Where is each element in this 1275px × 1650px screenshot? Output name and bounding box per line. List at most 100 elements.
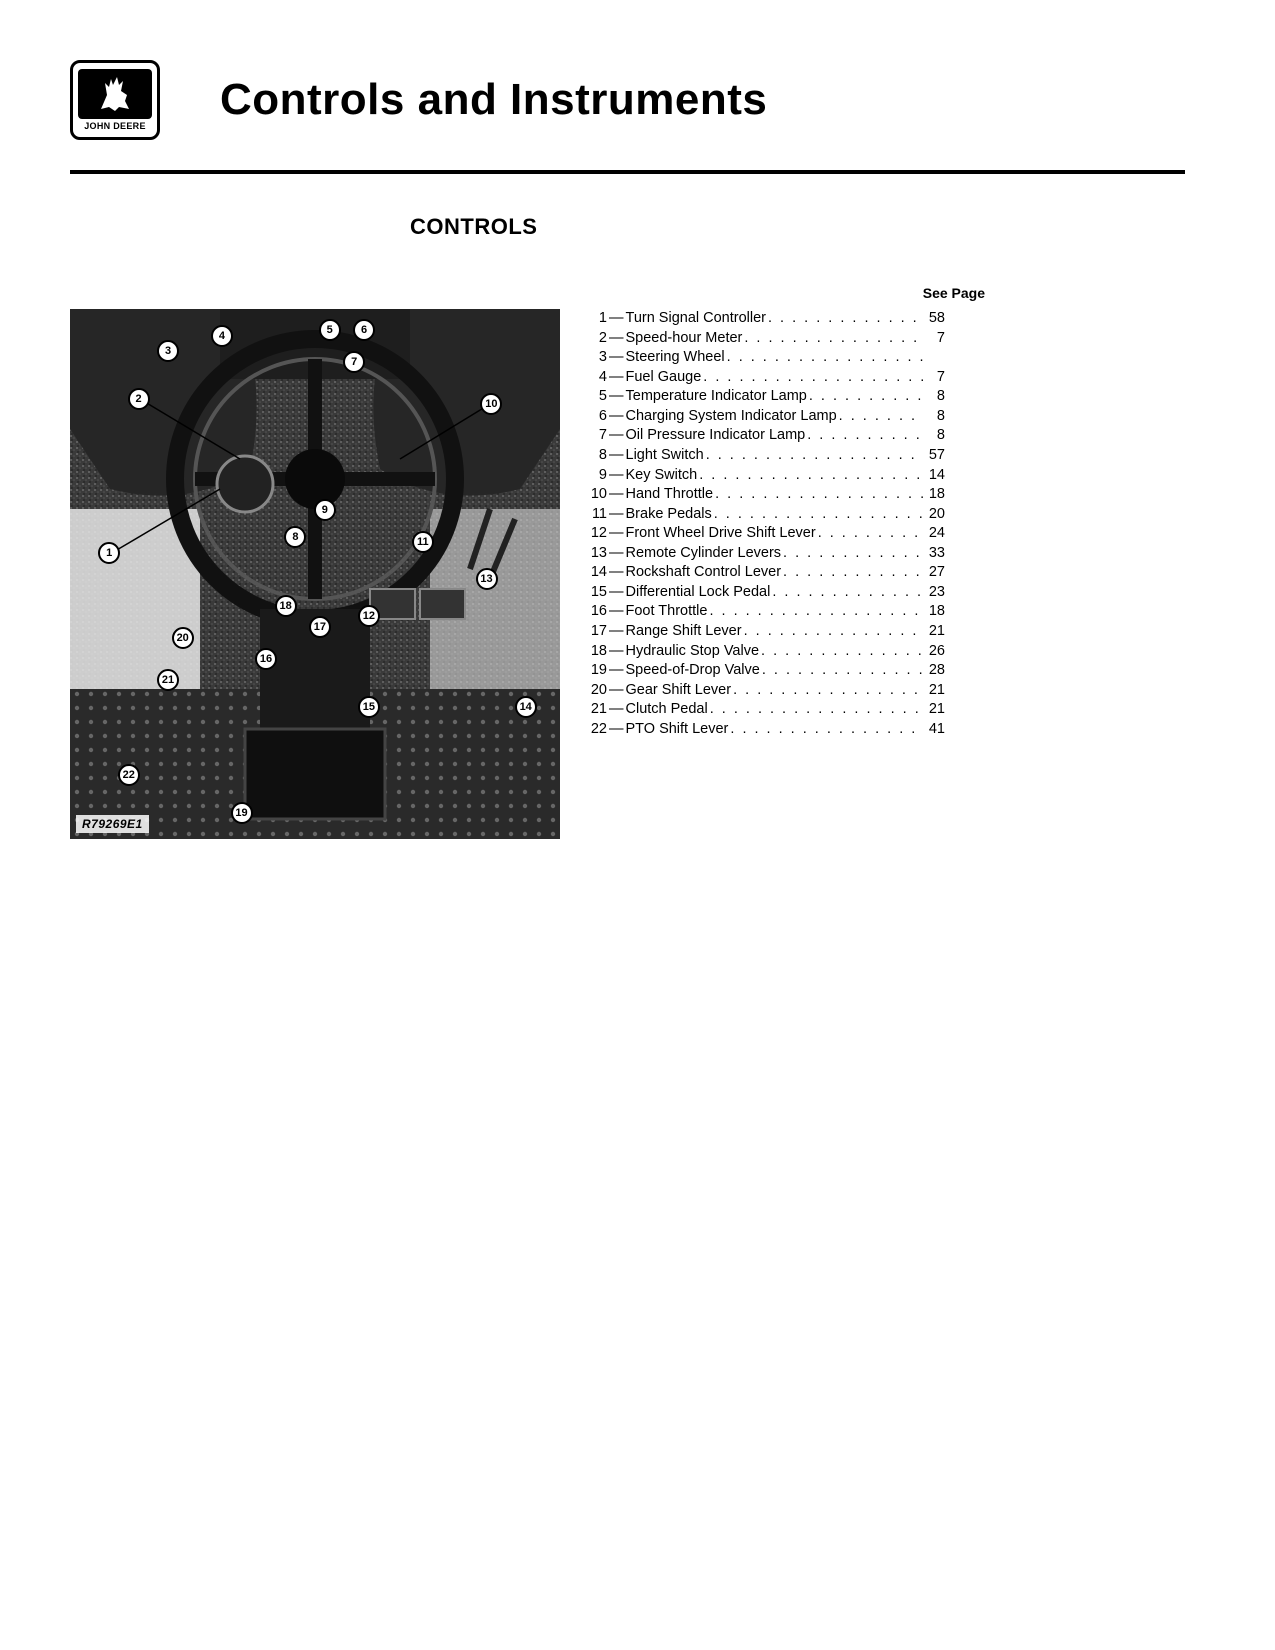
legend-label: Speed-of-Drop Valve bbox=[626, 661, 760, 681]
legend-row: 9—Key Switch. . . . . . . . . . . . . . … bbox=[585, 466, 945, 486]
legend-page: 21 bbox=[925, 700, 945, 720]
legend-label: PTO Shift Lever bbox=[626, 720, 729, 740]
legend-dots: . . . . . . . . . . . . . . . . . . . . … bbox=[706, 446, 923, 466]
legend-dash: — bbox=[609, 524, 624, 544]
controls-legend: 1—Turn Signal Controller. . . . . . . . … bbox=[585, 309, 945, 739]
legend-dots: . . . . . . . . . . . . . . . . . . . . … bbox=[714, 505, 923, 525]
brand-logo: JOHN DEERE bbox=[70, 60, 160, 140]
callout-11: 11 bbox=[412, 531, 434, 553]
legend-dots: . . . . . . . . . . . . . . . . . . . . … bbox=[809, 387, 923, 407]
legend-num: 12 bbox=[585, 524, 607, 544]
legend-dash: — bbox=[609, 309, 624, 329]
legend-page: 14 bbox=[925, 466, 945, 486]
callout-19: 19 bbox=[231, 802, 253, 824]
legend-dash: — bbox=[609, 387, 624, 407]
legend-page: 7 bbox=[925, 368, 945, 388]
legend-dash: — bbox=[609, 622, 624, 642]
callout-4: 4 bbox=[211, 325, 233, 347]
legend-label: Hydraulic Stop Valve bbox=[626, 642, 760, 662]
legend-label: Differential Lock Pedal bbox=[626, 583, 771, 603]
legend-dots: . . . . . . . . . . . . . . . . . . . . … bbox=[744, 622, 923, 642]
legend-row: 15—Differential Lock Pedal. . . . . . . … bbox=[585, 583, 945, 603]
callout-2: 2 bbox=[128, 388, 150, 410]
brand-logo-text: JOHN DEERE bbox=[84, 121, 146, 131]
legend-num: 15 bbox=[585, 583, 607, 603]
legend-dots: . . . . . . . . . . . . . . . . . . . . … bbox=[839, 407, 923, 427]
legend-dots: . . . . . . . . . . . . . . . . . . . . … bbox=[727, 348, 923, 368]
legend-row: 3—Steering Wheel. . . . . . . . . . . . … bbox=[585, 348, 945, 368]
legend-num: 17 bbox=[585, 622, 607, 642]
callout-8: 8 bbox=[284, 526, 306, 548]
callout-6: 6 bbox=[353, 319, 375, 341]
legend-label: Turn Signal Controller bbox=[626, 309, 767, 329]
legend-row: 18—Hydraulic Stop Valve. . . . . . . . .… bbox=[585, 642, 945, 662]
legend-row: 4—Fuel Gauge. . . . . . . . . . . . . . … bbox=[585, 368, 945, 388]
legend-row: 21—Clutch Pedal. . . . . . . . . . . . .… bbox=[585, 700, 945, 720]
legend-label: Front Wheel Drive Shift Lever bbox=[626, 524, 816, 544]
legend-page: 33 bbox=[925, 544, 945, 564]
legend-dots: . . . . . . . . . . . . . . . . . . . . … bbox=[703, 368, 923, 388]
legend-dots: . . . . . . . . . . . . . . . . . . . . … bbox=[710, 700, 923, 720]
legend-page: 57 bbox=[925, 446, 945, 466]
figure-id: R79269E1 bbox=[76, 815, 149, 833]
legend-dots: . . . . . . . . . . . . . . . . . . . . … bbox=[733, 681, 923, 701]
legend-num: 1 bbox=[585, 309, 607, 329]
legend-label: Temperature Indicator Lamp bbox=[626, 387, 807, 407]
legend-dash: — bbox=[609, 642, 624, 662]
callout-16: 16 bbox=[255, 648, 277, 670]
legend-page: 27 bbox=[925, 563, 945, 583]
see-page-label: See Page bbox=[70, 285, 1185, 301]
legend-dash: — bbox=[609, 505, 624, 525]
legend-label: Light Switch bbox=[626, 446, 704, 466]
legend-page: 18 bbox=[925, 485, 945, 505]
legend-page: 58 bbox=[925, 309, 945, 329]
legend-dots: . . . . . . . . . . . . . . . . . . . . … bbox=[699, 466, 923, 486]
legend-num: 22 bbox=[585, 720, 607, 740]
legend-label: Fuel Gauge bbox=[626, 368, 702, 388]
legend-row: 22—PTO Shift Lever. . . . . . . . . . . … bbox=[585, 720, 945, 740]
legend-page: 21 bbox=[925, 622, 945, 642]
legend-dash: — bbox=[609, 563, 624, 583]
legend-dash: — bbox=[609, 329, 624, 349]
legend-page: 20 bbox=[925, 505, 945, 525]
legend-label: Range Shift Lever bbox=[626, 622, 742, 642]
legend-page: 41 bbox=[925, 720, 945, 740]
legend-dots: . . . . . . . . . . . . . . . . . . . . … bbox=[709, 602, 923, 622]
legend-page: 26 bbox=[925, 642, 945, 662]
legend-dots: . . . . . . . . . . . . . . . . . . . . … bbox=[783, 544, 923, 564]
callout-17: 17 bbox=[309, 616, 331, 638]
callout-13: 13 bbox=[476, 568, 498, 590]
callout-14: 14 bbox=[515, 696, 537, 718]
callout-20: 20 bbox=[172, 627, 194, 649]
legend-row: 2—Speed-hour Meter. . . . . . . . . . . … bbox=[585, 329, 945, 349]
legend-dash: — bbox=[609, 368, 624, 388]
page-header: JOHN DEERE Controls and Instruments bbox=[70, 60, 1185, 140]
legend-dash: — bbox=[609, 700, 624, 720]
legend-row: 13—Remote Cylinder Levers. . . . . . . .… bbox=[585, 544, 945, 564]
legend-label: Steering Wheel bbox=[626, 348, 725, 368]
legend-row: 17—Range Shift Lever. . . . . . . . . . … bbox=[585, 622, 945, 642]
legend-dots: . . . . . . . . . . . . . . . . . . . . … bbox=[807, 426, 923, 446]
legend-dash: — bbox=[609, 681, 624, 701]
callout-9: 9 bbox=[314, 499, 336, 521]
legend-label: Hand Throttle bbox=[626, 485, 714, 505]
legend-num: 5 bbox=[585, 387, 607, 407]
callout-12: 12 bbox=[358, 605, 380, 627]
legend-row: 5—Temperature Indicator Lamp. . . . . . … bbox=[585, 387, 945, 407]
legend-dash: — bbox=[609, 485, 624, 505]
callout-3: 3 bbox=[157, 340, 179, 362]
legend-label: Remote Cylinder Levers bbox=[626, 544, 782, 564]
legend-label: Rockshaft Control Lever bbox=[626, 563, 782, 583]
legend-label: Charging System Indicator Lamp bbox=[626, 407, 837, 427]
legend-label: Oil Pressure Indicator Lamp bbox=[626, 426, 806, 446]
legend-num: 16 bbox=[585, 602, 607, 622]
legend-row: 10—Hand Throttle. . . . . . . . . . . . … bbox=[585, 485, 945, 505]
legend-num: 11 bbox=[585, 505, 607, 525]
legend-page: 21 bbox=[925, 681, 945, 701]
legend-row: 20—Gear Shift Lever. . . . . . . . . . .… bbox=[585, 681, 945, 701]
legend-row: 6—Charging System Indicator Lamp. . . . … bbox=[585, 407, 945, 427]
legend-num: 13 bbox=[585, 544, 607, 564]
legend-row: 14—Rockshaft Control Lever. . . . . . . … bbox=[585, 563, 945, 583]
legend-row: 7—Oil Pressure Indicator Lamp. . . . . .… bbox=[585, 426, 945, 446]
legend-num: 7 bbox=[585, 426, 607, 446]
